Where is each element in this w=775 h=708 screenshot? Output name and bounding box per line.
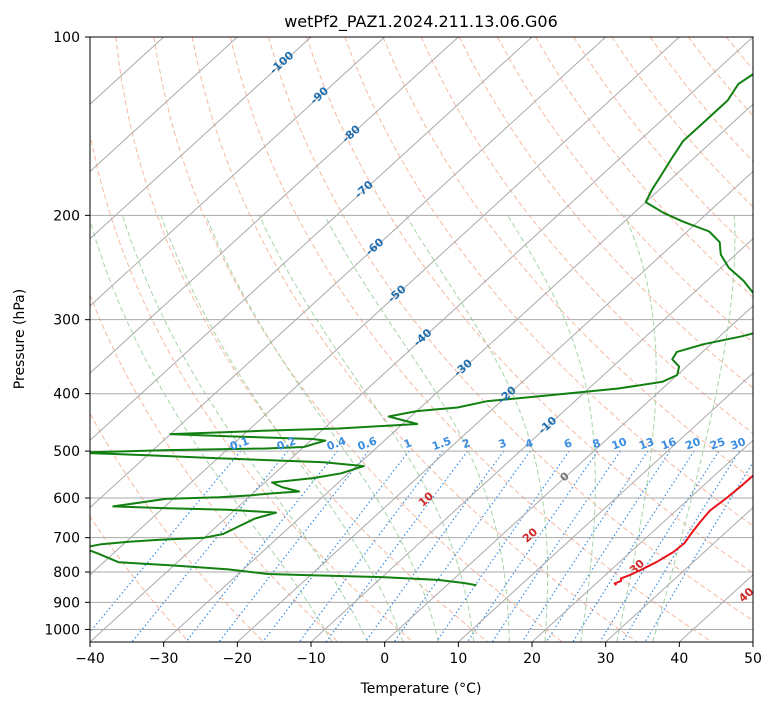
sounding-profiles xyxy=(90,73,753,587)
y-tick-label: 100 xyxy=(53,30,80,46)
isotherm-line xyxy=(90,37,312,240)
isotherm-line xyxy=(90,37,607,509)
mixing-ratio-line xyxy=(466,450,599,642)
dry-adiabat xyxy=(229,37,712,642)
mixing-ratio-line xyxy=(435,450,570,642)
mixing-ratio-line xyxy=(298,450,444,642)
y-tick-label: 700 xyxy=(53,531,80,547)
moist-adiabat xyxy=(258,215,475,642)
mixing-ratio-label: 3 xyxy=(497,436,509,451)
mixing-ratio-label: 25 xyxy=(708,435,727,452)
moist-adiabat xyxy=(160,215,404,642)
dry-adiabat xyxy=(268,37,753,622)
isotherm-line xyxy=(384,305,753,642)
mixing-ratio-label: 0.6 xyxy=(356,434,379,453)
moist-adiabat xyxy=(405,215,548,642)
mixing-ratio-label: 0.4 xyxy=(325,434,348,453)
y-tick-label: 600 xyxy=(53,491,80,507)
mixing-ratio-label: 1.5 xyxy=(430,434,453,453)
isotherm-line xyxy=(90,37,533,442)
x-tick-label: 10 xyxy=(449,651,467,667)
isotherm-line xyxy=(163,103,753,642)
mixing-ratio-label: 6 xyxy=(562,436,574,451)
dry-adiabat xyxy=(90,131,414,642)
mixing-ratio-label: 16 xyxy=(659,435,678,453)
isotherm-line xyxy=(90,37,238,173)
mixing-ratio-line xyxy=(599,450,720,642)
dry-adiabat xyxy=(90,293,339,642)
mixing-ratio-label: 10 xyxy=(610,435,629,453)
x-tick-label: 40 xyxy=(670,651,688,667)
x-tick-label: −30 xyxy=(149,651,179,667)
moist-adiabat xyxy=(652,215,736,642)
axis-ticks: −40 −30 −20 −10 0 10 20 30 40 5010020030040050060… xyxy=(44,30,762,667)
dry-adiabat xyxy=(115,37,488,642)
isotherm-line xyxy=(457,372,753,642)
dewpoint-profile xyxy=(90,73,753,587)
y-tick-label: 500 xyxy=(53,444,80,460)
mixing-ratio-line xyxy=(185,450,339,642)
isotherm-line xyxy=(531,439,753,642)
y-tick-label: 800 xyxy=(53,565,80,581)
isotherm-line xyxy=(90,37,753,642)
y-tick-label: 400 xyxy=(53,387,80,403)
mixing-ratio-label: 2 xyxy=(460,436,472,451)
dry-adiabat xyxy=(382,37,753,481)
moist-adiabat xyxy=(507,215,596,642)
mixing-ratio-label: 8 xyxy=(591,436,603,451)
isotherm-line xyxy=(90,37,459,374)
isotherm-line xyxy=(310,237,753,642)
mixing-ratio-label: 1 xyxy=(402,436,414,451)
y-tick-label: 300 xyxy=(53,313,80,329)
y-tick-label: 200 xyxy=(53,208,80,224)
mixing-ratio-line xyxy=(325,450,468,642)
x-tick-label: −10 xyxy=(296,651,326,667)
mixing-ratio-label: 4 xyxy=(523,436,535,451)
y-axis-label: Pressure (hPa) xyxy=(12,289,28,389)
mixing-ratio-label: 0.2 xyxy=(275,434,298,453)
temperature-profile xyxy=(613,474,753,586)
y-tick-label: 900 xyxy=(53,595,80,611)
mixing-ratio-line xyxy=(90,450,242,633)
moist-adiabat xyxy=(90,218,333,642)
x-tick-label: 50 xyxy=(744,651,762,667)
y-tick-label: 1000 xyxy=(44,622,80,638)
mixing-ratio-label: 13 xyxy=(637,435,656,452)
x-tick-label: 0 xyxy=(380,651,389,667)
mixing-ratio-line xyxy=(218,450,369,642)
x-tick-label: −20 xyxy=(223,651,253,667)
isotherm-line xyxy=(236,170,753,642)
chart-title: wetPf2_PAZ1.2024.211.13.06.G06 xyxy=(284,12,558,32)
plot-frame xyxy=(89,36,754,643)
dry-adiabat xyxy=(191,37,638,642)
dry-adiabat xyxy=(90,412,264,642)
isotherm-line xyxy=(605,506,753,642)
mixing-ratio-label: 30 xyxy=(729,435,748,453)
background-lines xyxy=(90,37,753,642)
dry-adiabat xyxy=(90,515,190,642)
x-tick-label: 20 xyxy=(523,651,541,667)
isotherm-line xyxy=(90,37,386,307)
mixing-ratio-label: 0.1 xyxy=(228,434,251,453)
mixing-ratio-label: 20 xyxy=(683,435,702,453)
x-axis-label: Temperature (°C) xyxy=(360,681,482,697)
mixing-ratio-line xyxy=(393,450,531,642)
moist-adiabat xyxy=(205,215,439,642)
dry-adiabat xyxy=(535,37,753,298)
mixing-ratio-line xyxy=(621,450,740,642)
dry-adiabat xyxy=(153,37,563,642)
mixing-ratio-line xyxy=(521,450,649,642)
moist-adiabat xyxy=(616,215,657,642)
moist-adiabat xyxy=(122,215,369,642)
x-tick-label: −40 xyxy=(75,651,105,667)
x-tick-label: 30 xyxy=(597,651,615,667)
